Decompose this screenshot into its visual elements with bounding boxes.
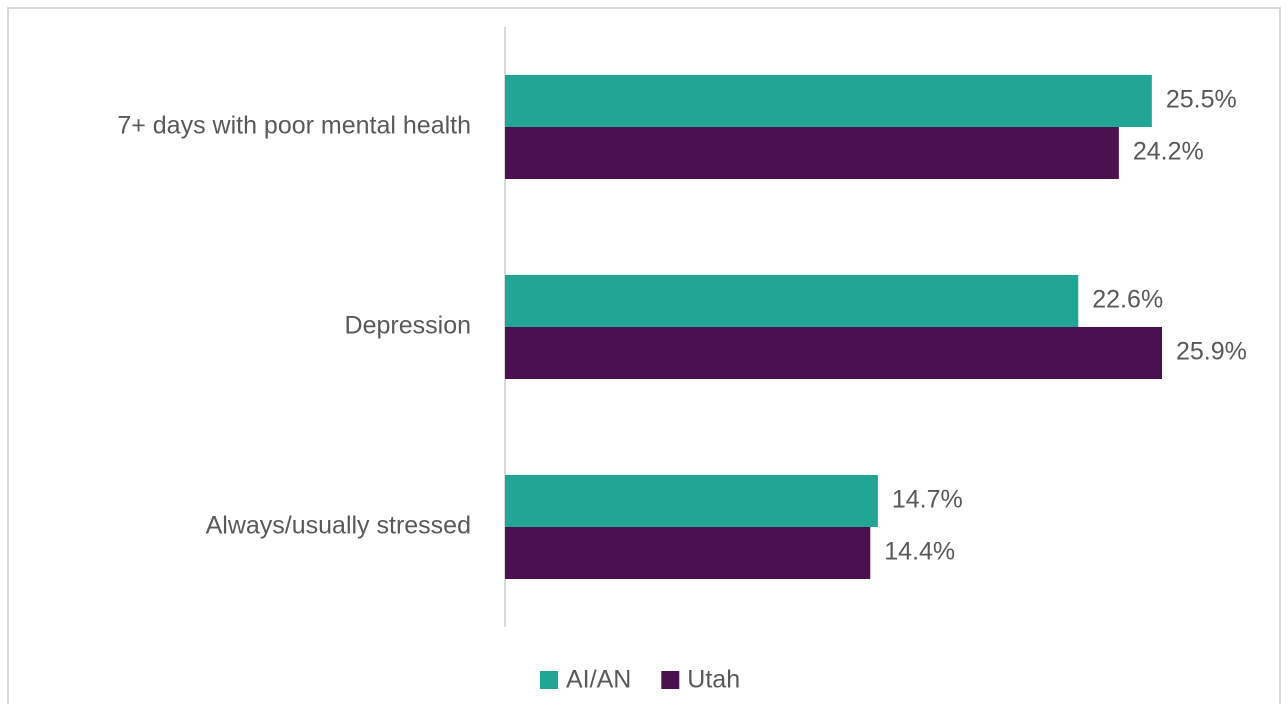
legend-label: Utah	[687, 666, 740, 694]
bar	[505, 475, 878, 527]
bar	[505, 275, 1079, 327]
y-tick-label: Depression	[345, 312, 471, 340]
legend-swatch	[540, 671, 558, 689]
data-label: 25.9%	[1176, 338, 1247, 366]
data-label: 24.2%	[1133, 138, 1204, 166]
y-tick-label: 7+ days with poor mental health	[117, 112, 471, 140]
bar	[505, 527, 871, 579]
bar	[505, 127, 1119, 179]
y-tick-label: Always/usually stressed	[206, 512, 471, 540]
legend-swatch	[661, 671, 680, 689]
legend-label: AI/AN	[566, 666, 631, 694]
data-label: 25.5%	[1166, 86, 1237, 114]
data-label: 14.7%	[892, 486, 963, 514]
bar	[505, 75, 1152, 127]
data-label: 22.6%	[1092, 286, 1163, 314]
data-label: 14.4%	[884, 538, 955, 566]
bar	[505, 327, 1162, 379]
